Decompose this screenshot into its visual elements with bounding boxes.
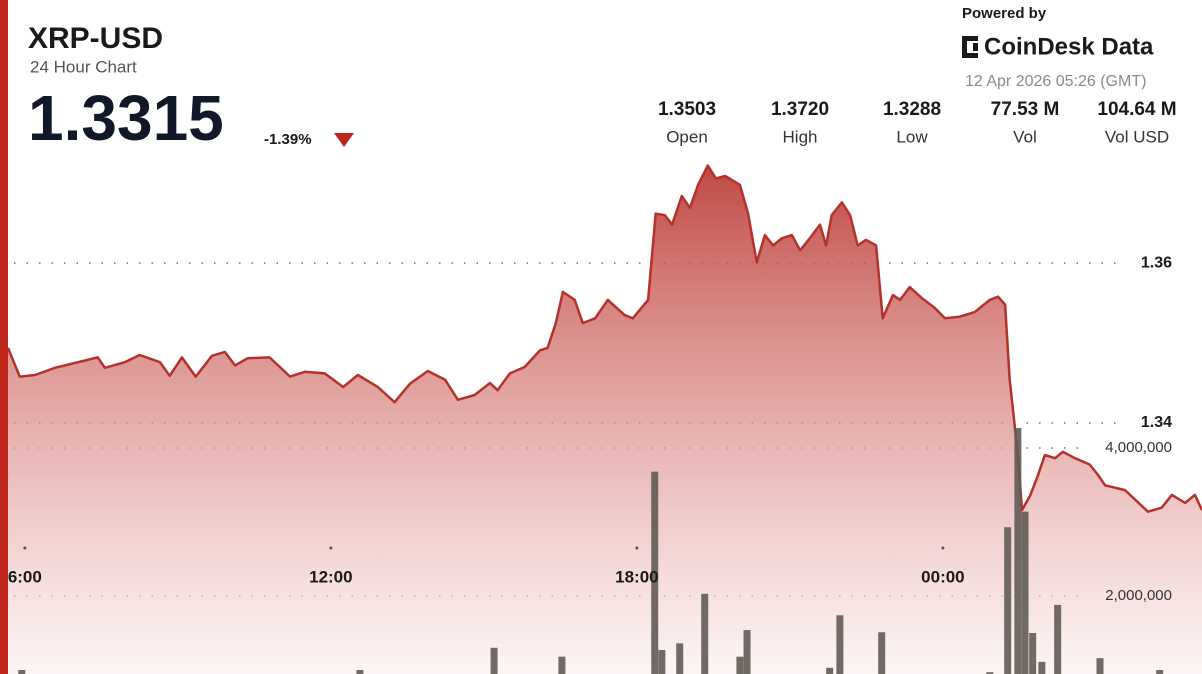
volume-bar	[701, 593, 709, 674]
volume-bar	[1029, 633, 1037, 674]
volume-bar	[1054, 604, 1062, 674]
stat-value: 1.3720	[771, 99, 829, 120]
x-tick-mark	[635, 546, 639, 550]
x-tick-label: 6:00	[8, 567, 42, 586]
powered-by: Powered by	[962, 5, 1047, 22]
volume-bar	[676, 643, 684, 674]
volume-bar	[1004, 527, 1012, 674]
volume-bar	[658, 650, 666, 674]
y-tick-label: 1.34	[1141, 414, 1172, 431]
x-tick-mark	[329, 546, 333, 550]
stat-label: Vol USD	[1105, 127, 1169, 146]
price: 1.3315	[28, 82, 224, 154]
y2-tick-label: 2,000,000	[1105, 587, 1172, 604]
stat-value: 1.3288	[883, 99, 941, 120]
title: XRP-USD	[28, 22, 163, 55]
x-tick-label: 00:00	[921, 567, 964, 586]
volume-bar	[1021, 511, 1029, 674]
x-tick-mark	[941, 546, 945, 550]
volume-bar	[1096, 658, 1104, 674]
x-tick-label: 12:00	[309, 567, 352, 586]
x-tick-label: 18:00	[615, 567, 658, 586]
change: -1.39%	[264, 131, 312, 148]
volume-bar	[736, 656, 744, 674]
volume-bar	[356, 670, 364, 674]
stat-label: Open	[666, 127, 708, 146]
down-arrow	[334, 133, 354, 147]
volume-bar	[651, 471, 659, 674]
volume-bar	[743, 630, 751, 674]
volume-bar	[836, 615, 844, 674]
y-tick-label: 1.36	[1141, 254, 1172, 271]
stat-value: 104.64 M	[1097, 99, 1176, 120]
stat-label: Low	[896, 127, 928, 146]
volume-bar	[1038, 661, 1046, 674]
area-fill	[8, 165, 1202, 674]
volume-bar	[1156, 670, 1164, 674]
volume-bar	[986, 672, 994, 674]
stat-value: 77.53 M	[991, 99, 1060, 120]
volume-bar	[878, 632, 886, 674]
accent-bar	[0, 0, 8, 674]
stat-value: 1.3503	[658, 99, 716, 120]
x-tick-mark	[23, 546, 27, 550]
volume-bar	[826, 667, 834, 674]
subtitle: 24 Hour Chart	[30, 57, 137, 76]
volume-bar	[558, 656, 566, 674]
logo-icon	[962, 36, 978, 58]
brand: CoinDesk Data	[984, 33, 1154, 60]
timestamp: 12 Apr 2026 05:26 (GMT)	[965, 73, 1146, 90]
volume-bar	[18, 670, 26, 674]
stat-label: Vol	[1013, 127, 1037, 146]
y2-tick-label: 4,000,000	[1105, 439, 1172, 456]
volume-bar	[490, 647, 498, 674]
volume-bar	[1014, 428, 1022, 674]
stat-label: High	[783, 127, 818, 146]
